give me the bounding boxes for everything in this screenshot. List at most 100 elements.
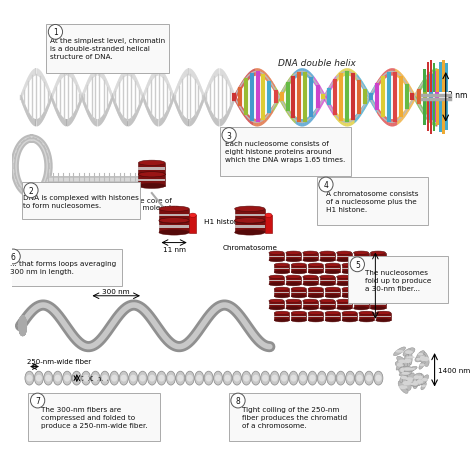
Ellipse shape bbox=[157, 371, 166, 385]
Bar bbox=[286, 277, 301, 285]
Bar bbox=[337, 280, 352, 282]
Bar bbox=[235, 221, 265, 233]
Ellipse shape bbox=[405, 377, 414, 381]
Ellipse shape bbox=[25, 371, 34, 385]
Ellipse shape bbox=[159, 219, 189, 224]
Ellipse shape bbox=[359, 288, 374, 291]
Bar bbox=[436, 102, 438, 126]
Bar bbox=[337, 253, 352, 261]
Bar bbox=[308, 313, 323, 320]
Ellipse shape bbox=[413, 375, 420, 379]
Bar bbox=[359, 289, 374, 297]
Ellipse shape bbox=[366, 375, 372, 382]
Ellipse shape bbox=[325, 288, 340, 291]
Ellipse shape bbox=[286, 307, 301, 310]
Bar bbox=[423, 102, 426, 125]
Ellipse shape bbox=[243, 375, 249, 382]
Ellipse shape bbox=[337, 275, 352, 279]
Ellipse shape bbox=[404, 373, 414, 385]
Bar bbox=[427, 102, 429, 132]
Ellipse shape bbox=[418, 380, 421, 384]
Ellipse shape bbox=[365, 371, 374, 385]
Ellipse shape bbox=[342, 271, 357, 274]
Text: 30 nm: 30 nm bbox=[378, 283, 401, 289]
Bar bbox=[342, 292, 357, 294]
Text: 5: 5 bbox=[355, 260, 360, 269]
Bar bbox=[269, 253, 284, 261]
Bar bbox=[376, 292, 391, 294]
Ellipse shape bbox=[375, 375, 382, 382]
Bar bbox=[433, 102, 436, 131]
Ellipse shape bbox=[376, 319, 391, 322]
Bar bbox=[286, 301, 301, 309]
Bar bbox=[371, 277, 386, 285]
Ellipse shape bbox=[413, 381, 418, 385]
Ellipse shape bbox=[327, 371, 336, 385]
Ellipse shape bbox=[325, 319, 340, 322]
Ellipse shape bbox=[337, 259, 352, 262]
Ellipse shape bbox=[371, 275, 386, 279]
Ellipse shape bbox=[371, 283, 386, 286]
Ellipse shape bbox=[303, 251, 318, 255]
Bar bbox=[286, 256, 301, 257]
Ellipse shape bbox=[325, 312, 340, 315]
Ellipse shape bbox=[262, 375, 268, 382]
Bar bbox=[274, 292, 290, 294]
Bar bbox=[291, 268, 306, 269]
Ellipse shape bbox=[402, 376, 411, 390]
Bar bbox=[286, 280, 301, 282]
Ellipse shape bbox=[319, 307, 335, 310]
Bar bbox=[308, 265, 323, 273]
Ellipse shape bbox=[232, 371, 241, 385]
Bar bbox=[269, 280, 284, 282]
Ellipse shape bbox=[253, 375, 259, 382]
FancyBboxPatch shape bbox=[348, 257, 448, 303]
Bar bbox=[337, 256, 352, 257]
Text: 700 nm: 700 nm bbox=[81, 375, 108, 382]
Ellipse shape bbox=[55, 375, 61, 382]
Ellipse shape bbox=[286, 275, 301, 279]
Ellipse shape bbox=[399, 366, 406, 374]
Ellipse shape bbox=[102, 375, 108, 382]
Ellipse shape bbox=[274, 319, 290, 322]
Text: 7: 7 bbox=[35, 396, 40, 405]
Bar bbox=[319, 280, 335, 282]
Bar bbox=[235, 209, 265, 221]
Text: DNA double helix: DNA double helix bbox=[278, 59, 356, 68]
Bar bbox=[325, 268, 340, 269]
Ellipse shape bbox=[159, 206, 189, 212]
Ellipse shape bbox=[286, 259, 301, 262]
Ellipse shape bbox=[291, 312, 306, 315]
Ellipse shape bbox=[404, 355, 411, 367]
Circle shape bbox=[24, 183, 38, 198]
Ellipse shape bbox=[130, 375, 137, 382]
Bar bbox=[303, 280, 318, 282]
Ellipse shape bbox=[354, 300, 369, 303]
Ellipse shape bbox=[261, 371, 270, 385]
Ellipse shape bbox=[308, 271, 323, 274]
Ellipse shape bbox=[359, 312, 374, 315]
Bar bbox=[342, 268, 357, 269]
Ellipse shape bbox=[92, 375, 99, 382]
Ellipse shape bbox=[300, 375, 306, 382]
Ellipse shape bbox=[224, 375, 231, 382]
Bar bbox=[359, 292, 374, 294]
Ellipse shape bbox=[281, 375, 287, 382]
Ellipse shape bbox=[100, 371, 109, 385]
Ellipse shape bbox=[286, 251, 301, 255]
Ellipse shape bbox=[291, 319, 306, 322]
Ellipse shape bbox=[82, 371, 91, 385]
Ellipse shape bbox=[342, 295, 357, 298]
Text: 1400 nm: 1400 nm bbox=[438, 367, 470, 373]
Text: DNA is complexed with histones
to form nucleosomes.: DNA is complexed with histones to form n… bbox=[23, 194, 138, 208]
Text: 4: 4 bbox=[323, 181, 328, 189]
Bar bbox=[319, 301, 335, 309]
Ellipse shape bbox=[195, 371, 204, 385]
Ellipse shape bbox=[303, 275, 318, 279]
Ellipse shape bbox=[354, 307, 369, 310]
Text: 8: 8 bbox=[236, 396, 240, 405]
Ellipse shape bbox=[398, 381, 408, 394]
Ellipse shape bbox=[399, 385, 408, 389]
Ellipse shape bbox=[371, 259, 386, 262]
Ellipse shape bbox=[414, 378, 426, 385]
